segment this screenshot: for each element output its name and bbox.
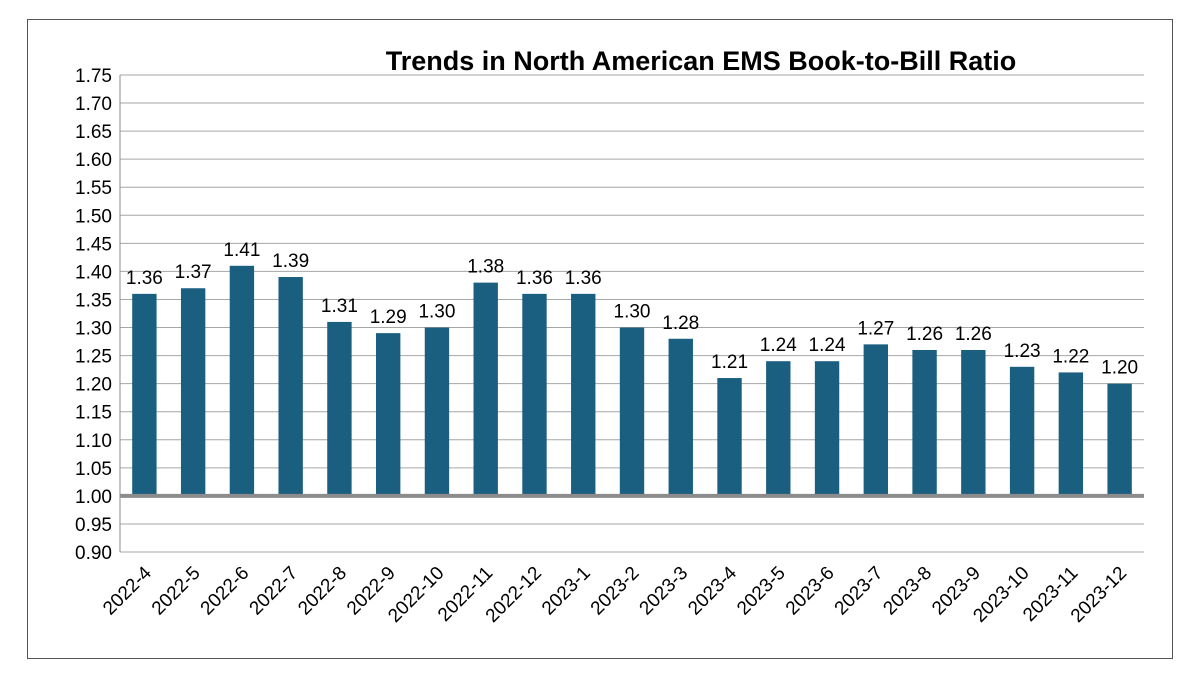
data-label-2023-11: 1.22 bbox=[1052, 346, 1089, 367]
bar-2023-12 bbox=[1107, 383, 1132, 496]
bar-2022-7 bbox=[278, 277, 303, 496]
data-label-2023-3: 1.28 bbox=[662, 313, 699, 334]
data-label-2022-7: 1.39 bbox=[272, 251, 309, 272]
bar-2022-4 bbox=[132, 293, 157, 496]
bar-2022-8 bbox=[327, 321, 352, 496]
y-tick-label: 0.95 bbox=[75, 515, 112, 536]
data-label-2022-12: 1.36 bbox=[516, 268, 553, 289]
data-label-2022-9: 1.29 bbox=[370, 307, 407, 328]
x-tick-label-2023-5: 2023-5 bbox=[733, 563, 790, 620]
y-tick-label: 1.45 bbox=[75, 234, 112, 255]
y-tick-label: 1.20 bbox=[75, 375, 112, 396]
x-tick-label-2023-2: 2023-2 bbox=[587, 563, 644, 620]
bar-2023-5 bbox=[766, 361, 791, 496]
bar-2023-9 bbox=[961, 349, 986, 496]
y-tick-label: 1.30 bbox=[75, 319, 112, 340]
y-tick-label: 1.05 bbox=[75, 459, 112, 480]
data-label-2023-10: 1.23 bbox=[1004, 341, 1041, 362]
bar-2023-3 bbox=[668, 338, 693, 496]
bar-2023-11 bbox=[1058, 372, 1084, 496]
data-labels: 1.36 1.37 1.41 1.39 1.31 1.29 1.30 1.38 1.36 1.36… bbox=[126, 240, 1138, 379]
y-tick-label: 1.60 bbox=[75, 150, 112, 171]
y-tick-label: 1.55 bbox=[75, 178, 112, 199]
y-tick-label: 1.70 bbox=[75, 94, 112, 115]
y-tick-label: 1.15 bbox=[75, 403, 112, 424]
bars bbox=[132, 265, 1132, 496]
data-label-2023-7: 1.27 bbox=[857, 318, 894, 339]
x-tick-label-2023-7: 2023-7 bbox=[831, 563, 888, 620]
x-tick-label-2023-6: 2023-6 bbox=[782, 563, 839, 620]
bar-2022-10 bbox=[424, 327, 450, 496]
y-tick-label: 1.40 bbox=[75, 262, 112, 283]
bar-2023-8 bbox=[912, 349, 937, 496]
y-axis-tick-labels: 1.75 1.70 1.65 1.60 1.55 1.50 1.45 1.40 1.35 1.30… bbox=[75, 66, 112, 564]
x-axis-tick-labels: 2022-42022-52022-62022-72022-82022-92022… bbox=[99, 562, 1131, 626]
data-label-2023-8: 1.26 bbox=[906, 324, 943, 345]
bar-2023-1 bbox=[571, 293, 596, 496]
data-label-2022-10: 1.30 bbox=[418, 302, 455, 323]
chart-frame: Trends in North American EMS Book-to-Bil… bbox=[27, 19, 1173, 659]
y-tick-label: 1.00 bbox=[75, 487, 112, 508]
x-tick-label-2022-7: 2022-7 bbox=[246, 563, 303, 620]
bar-2022-11 bbox=[473, 282, 498, 496]
y-tick-label: 1.50 bbox=[75, 206, 112, 227]
data-label-2023-6: 1.24 bbox=[809, 335, 846, 356]
x-tick-label-2023-3: 2023-3 bbox=[636, 563, 693, 620]
bar-2023-2 bbox=[619, 327, 645, 496]
y-tick-label: 1.75 bbox=[75, 66, 112, 87]
data-label-2022-5: 1.37 bbox=[175, 262, 212, 283]
bar-2023-6 bbox=[814, 361, 840, 496]
y-tick-label: 1.25 bbox=[75, 347, 112, 368]
data-label-2022-6: 1.41 bbox=[223, 240, 260, 261]
x-tick-label-2022-5: 2022-5 bbox=[148, 563, 205, 620]
bar-2022-12 bbox=[522, 293, 547, 496]
bar-2023-4 bbox=[717, 378, 742, 496]
y-tick-label: 0.90 bbox=[75, 543, 112, 564]
y-tick-label: 1.10 bbox=[75, 431, 112, 452]
x-tick-label-2022-8: 2022-8 bbox=[294, 563, 351, 620]
x-tick-label-2022-4: 2022-4 bbox=[99, 562, 156, 619]
bar-2022-6 bbox=[229, 265, 255, 496]
x-tick-label-2022-6: 2022-6 bbox=[197, 563, 254, 620]
data-label-2023-4: 1.21 bbox=[711, 352, 748, 373]
data-label-2023-9: 1.26 bbox=[955, 324, 992, 345]
data-label-2022-8: 1.31 bbox=[321, 296, 358, 317]
data-label-2023-2: 1.30 bbox=[614, 302, 651, 323]
y-tick-label: 1.65 bbox=[75, 122, 112, 143]
x-tick-label-2023-4: 2023-4 bbox=[684, 562, 741, 619]
bar-2023-10 bbox=[1009, 366, 1035, 496]
data-label-2023-12: 1.20 bbox=[1101, 358, 1138, 379]
data-label-2023-5: 1.24 bbox=[760, 335, 797, 356]
bar-2022-5 bbox=[180, 288, 206, 496]
data-label-2022-11: 1.38 bbox=[467, 257, 504, 278]
y-tick-label: 1.35 bbox=[75, 290, 112, 311]
baseline-axis bbox=[119, 75, 1144, 552]
data-label-2022-4: 1.36 bbox=[126, 268, 163, 289]
bar-2023-7 bbox=[863, 344, 888, 496]
bar-chart: Trends in North American EMS Book-to-Bil… bbox=[75, 46, 1144, 627]
chart-title: Trends in North American EMS Book-to-Bil… bbox=[386, 46, 1017, 76]
data-label-2023-1: 1.36 bbox=[565, 268, 602, 289]
x-tick-label-2023-1: 2023-1 bbox=[538, 563, 595, 620]
x-tick-label-2023-8: 2023-8 bbox=[879, 563, 936, 620]
bar-2022-9 bbox=[376, 333, 401, 496]
